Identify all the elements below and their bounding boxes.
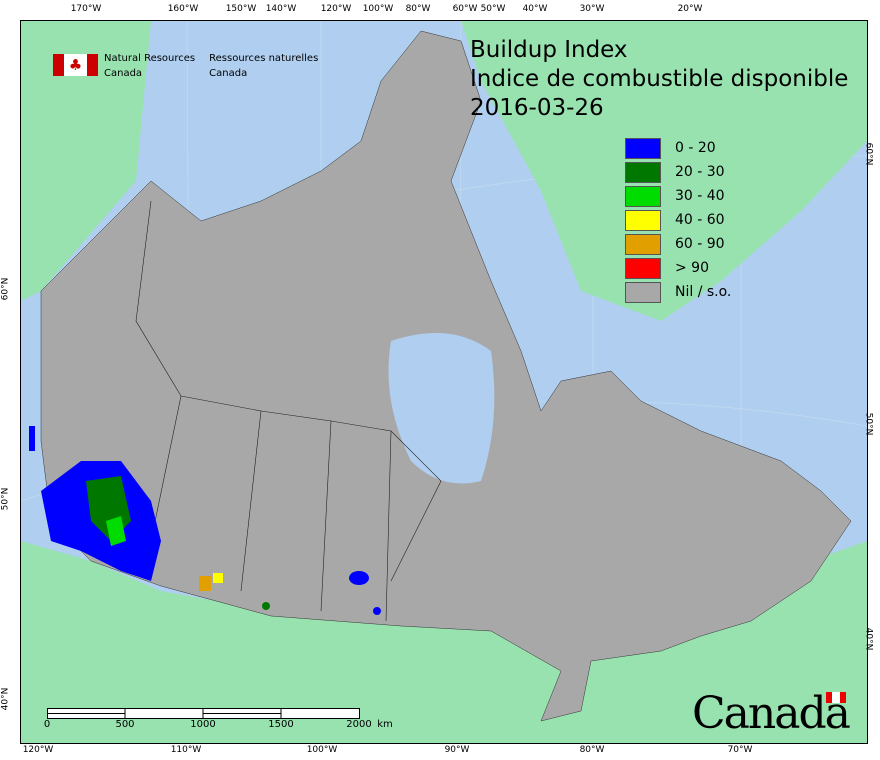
map-frame[interactable]: ♣ Natural Resources Canada Ressources na… — [20, 20, 868, 744]
graticule-label: 50°N — [0, 487, 11, 511]
alaska — [21, 21, 151, 301]
scale-label: 1000 — [190, 719, 216, 730]
scale-bar: 0 500 1000 1500 2000 km — [44, 705, 393, 730]
graticule-label: 30°W — [579, 4, 605, 14]
scale-unit: km — [377, 719, 393, 730]
hudson-bay — [388, 333, 495, 484]
nrcan-signature: ♣ Natural Resources Canada Ressources na… — [53, 51, 318, 81]
legend-swatch — [625, 185, 661, 207]
wordmark-flag-icon — [826, 692, 846, 703]
title-fr: Indice de combustible disponible — [470, 66, 849, 92]
legend-swatch — [625, 161, 661, 183]
legend-item: 0 - 20 — [625, 136, 731, 160]
graticule-label: 120°W — [320, 4, 352, 14]
map-canvas — [21, 21, 867, 743]
title-en: Buildup Index — [470, 37, 628, 63]
legend-item: 40 - 60 — [625, 208, 731, 232]
legend-swatch — [625, 209, 661, 231]
legend-swatch — [625, 233, 661, 255]
graticule-label: 120°W — [22, 745, 54, 755]
legend-label: 0 - 20 — [675, 140, 716, 156]
wordmark-text: Canada — [692, 688, 851, 739]
agency-fr-2: Canada — [209, 68, 248, 79]
scale-label: 2000 — [346, 719, 372, 730]
legend-item: 30 - 40 — [625, 184, 731, 208]
graticule-label: 60°W — [452, 4, 478, 14]
legend-item: > 90 — [625, 256, 731, 280]
graticule-label: 140°W — [265, 4, 297, 14]
bui-patches — [29, 426, 381, 615]
graticule-label: 160°W — [167, 4, 199, 14]
canada-flag-icon: ♣ — [53, 54, 98, 76]
graticule-label: 50°N — [863, 412, 874, 436]
legend-swatch — [625, 281, 661, 303]
graticule-label: 50°W — [480, 4, 506, 14]
agency-en-2: Canada — [104, 68, 143, 79]
graticule-label: 110°W — [170, 745, 202, 755]
graticule-label: 70°W — [727, 745, 753, 755]
scale-bar-graphic — [47, 708, 360, 719]
scale-label: 1500 — [268, 719, 294, 730]
legend-item: 60 - 90 — [625, 232, 731, 256]
legend-label: Nil / s.o. — [675, 284, 732, 300]
graticule-label: 20°W — [677, 4, 703, 14]
agency-en: Natural Resources — [104, 53, 196, 64]
graticule-label: 80°W — [405, 4, 431, 14]
legend-swatch — [625, 137, 661, 159]
graticule-label: 60°N — [863, 142, 874, 166]
greenland — [461, 21, 867, 321]
legend-label: 30 - 40 — [675, 188, 725, 204]
legend-swatch — [625, 257, 661, 279]
scale-label: 0 — [43, 719, 51, 730]
legend-label: 40 - 60 — [675, 212, 725, 228]
legend: 0 - 20 20 - 30 30 - 40 40 - 60 60 - 90 > 90 Ni… — [625, 136, 731, 304]
graticule-label: 80°W — [579, 745, 605, 755]
legend-item: Nil / s.o. — [625, 280, 731, 304]
legend-label: 60 - 90 — [675, 236, 725, 252]
agency-fr: Ressources naturelles — [209, 53, 319, 64]
legend-item: 20 - 30 — [625, 160, 731, 184]
graticule-label: 40°W — [522, 4, 548, 14]
graticule-label: 90°W — [444, 745, 470, 755]
graticule-label: 40°N — [863, 627, 874, 651]
usa — [21, 541, 867, 743]
graticule-label: 150°W — [225, 4, 257, 14]
scale-label: 500 — [115, 719, 135, 730]
graticule-label: 40°N — [0, 687, 11, 711]
graticule-label: 60°N — [0, 277, 11, 301]
legend-label: 20 - 30 — [675, 164, 725, 180]
canada-wordmark: Canada — [692, 688, 851, 739]
map-date: 2016-03-26 — [470, 95, 604, 121]
legend-label: > 90 — [675, 260, 709, 276]
graticule-label: 100°W — [306, 745, 338, 755]
graticule-label: 170°W — [70, 4, 102, 14]
graticule-label: 100°W — [362, 4, 394, 14]
provincial-borders — [135, 200, 442, 622]
map-title: Buildup Index Indice de combustible disp… — [470, 36, 848, 123]
